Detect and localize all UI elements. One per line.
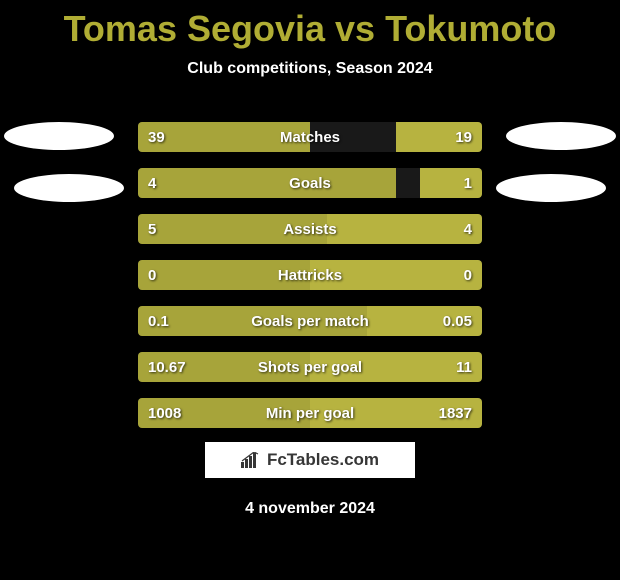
brand-text: FcTables.com — [267, 450, 379, 470]
date-label: 4 november 2024 — [0, 500, 620, 518]
stat-row: 41Goals — [138, 168, 482, 198]
stat-row: 10081837Min per goal — [138, 398, 482, 428]
chart-icon — [241, 452, 261, 468]
page-title: Tomas Segovia vs Tokumoto — [0, 0, 620, 50]
bar-left — [138, 306, 367, 336]
page-subtitle: Club competitions, Season 2024 — [0, 60, 620, 78]
brand-badge: FcTables.com — [205, 442, 415, 478]
player-left-logo-placeholder-2 — [14, 174, 124, 202]
player-right-logo-placeholder — [506, 122, 616, 150]
bar-left — [138, 352, 310, 382]
stats-container: 3919Matches 41Goals 54Assists 00Hattricks 0.… — [138, 122, 482, 444]
stat-row: 0.10.05Goals per match — [138, 306, 482, 336]
stat-row: 54Assists — [138, 214, 482, 244]
bar-right — [396, 122, 482, 152]
stat-row: 3919Matches — [138, 122, 482, 152]
bar-left — [138, 168, 396, 198]
bar-left — [138, 398, 310, 428]
bar-right — [310, 352, 482, 382]
stat-row: 10.6711Shots per goal — [138, 352, 482, 382]
player-right-logo-placeholder-2 — [496, 174, 606, 202]
bar-left — [138, 214, 327, 244]
bar-right — [327, 214, 482, 244]
player-left-logo-placeholder — [4, 122, 114, 150]
stat-row: 00Hattricks — [138, 260, 482, 290]
bar-right — [310, 260, 482, 290]
bar-right — [420, 168, 482, 198]
bar-left — [138, 260, 310, 290]
bar-left — [138, 122, 310, 152]
bar-right — [310, 398, 482, 428]
bar-right — [367, 306, 482, 336]
